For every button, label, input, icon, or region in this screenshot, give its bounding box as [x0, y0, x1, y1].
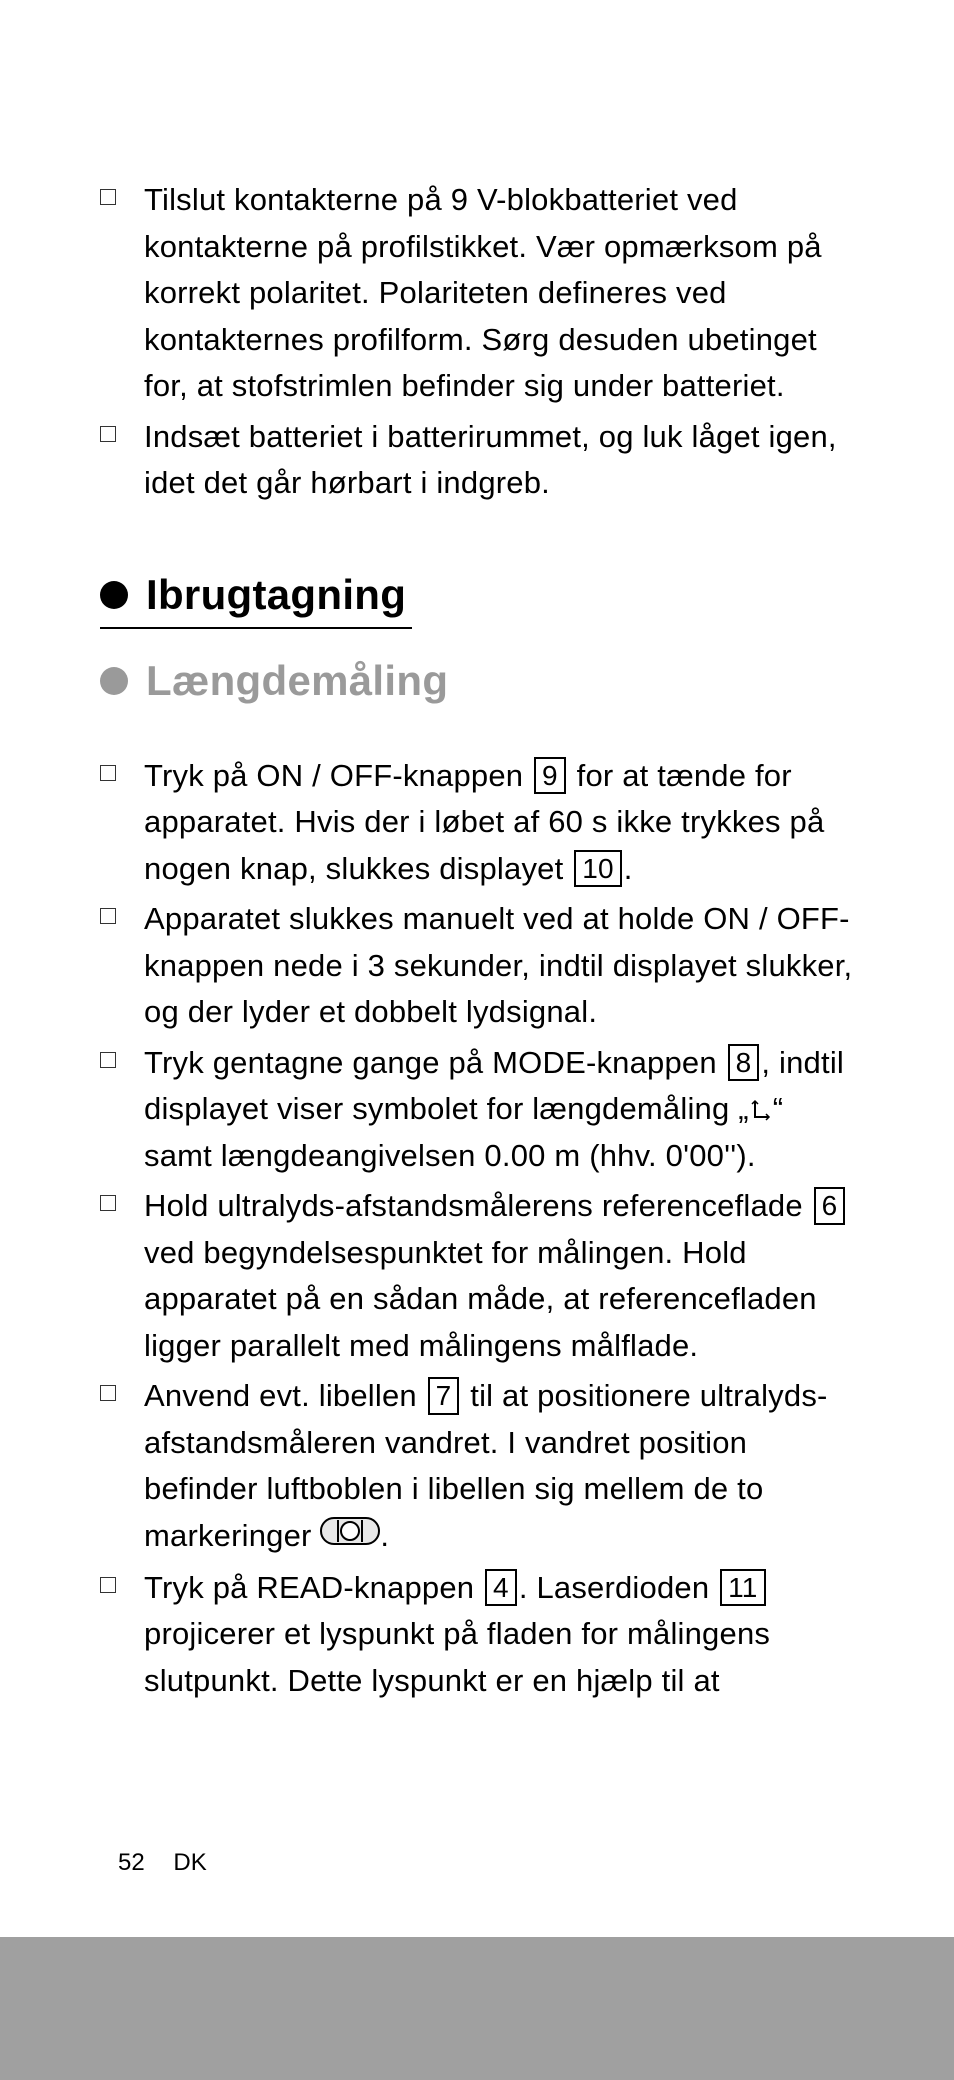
top-margin	[0, 0, 954, 157]
heading-row: Ibrugtagning	[100, 571, 854, 629]
reference-number: 9	[534, 757, 566, 795]
page-number: 52	[118, 1849, 145, 1876]
bullet-dot-icon	[100, 581, 128, 609]
list-item: Tryk på READ-knappen 4. Laserdioden 11 p…	[100, 1565, 854, 1705]
paragraph: Indsæt batteriet i batterirummet, og luk…	[144, 414, 854, 507]
text: Tryk på READ-knappen	[144, 1570, 483, 1605]
checkbox-bullet-icon	[100, 189, 116, 205]
list-item: Indsæt batteriet i batterirummet, og luk…	[100, 414, 854, 507]
content-area: Tilslut kontakterne på 9 V-blokbatteriet…	[0, 157, 954, 1937]
text: Hold ultralyds-afstandsmålerens referenc…	[144, 1188, 812, 1223]
document-page: Tilslut kontakterne på 9 V-blokbatteriet…	[0, 0, 954, 1937]
checkbox-bullet-icon	[100, 1577, 116, 1593]
list-item: Tilslut kontakterne på 9 V-blokbatteriet…	[100, 177, 854, 410]
paragraph: Apparatet slukkes manuelt ved at holde O…	[144, 896, 854, 1036]
reference-number: 6	[814, 1187, 846, 1225]
bubble-level-icon	[320, 1512, 380, 1559]
paragraph: Hold ultralyds-afstandsmålerens referenc…	[144, 1183, 854, 1369]
checkbox-bullet-icon	[100, 426, 116, 442]
reference-number: 7	[428, 1377, 460, 1415]
bullet-dot-icon	[100, 667, 128, 695]
list-item: Apparatet slukkes manuelt ved at holde O…	[100, 896, 854, 1036]
checkbox-bullet-icon	[100, 1385, 116, 1401]
paragraph: Anvend evt. libellen 7 til at positioner…	[144, 1373, 854, 1561]
reference-number: 8	[728, 1044, 760, 1082]
text: . Laserdioden	[519, 1570, 718, 1605]
paragraph: Tryk på ON / OFF-knappen 9 for at tænde …	[144, 753, 854, 893]
subsection-heading: Længdemåling	[146, 657, 448, 705]
reference-number: 4	[485, 1569, 517, 1607]
text: Anvend evt. libellen	[144, 1378, 426, 1413]
checkbox-bullet-icon	[100, 1195, 116, 1211]
checkbox-bullet-icon	[100, 908, 116, 924]
subheading-row: Længdemåling	[100, 657, 854, 705]
length-measure-icon	[749, 1088, 773, 1135]
paragraph: Tryk gentagne gange på MODE-knappen 8, i…	[144, 1040, 854, 1180]
text: .	[380, 1518, 389, 1553]
list-item: Anvend evt. libellen 7 til at positioner…	[100, 1373, 854, 1561]
language-code: DK	[173, 1849, 206, 1876]
paragraph: Tryk på READ-knappen 4. Laserdioden 11 p…	[144, 1565, 854, 1705]
reference-number: 10	[574, 850, 622, 888]
text: ved begyndelsespunktet for målingen. Hol…	[144, 1235, 817, 1363]
text: Tryk på ON / OFF-knappen	[144, 758, 532, 793]
checkbox-bullet-icon	[100, 1052, 116, 1068]
list-item: Tryk gentagne gange på MODE-knappen 8, i…	[100, 1040, 854, 1180]
section-heading: Ibrugtagning	[146, 571, 406, 619]
list-item: Hold ultralyds-afstandsmålerens referenc…	[100, 1183, 854, 1369]
paragraph: Tilslut kontakterne på 9 V-blokbatteriet…	[144, 177, 854, 410]
text: .	[624, 851, 633, 886]
checkbox-bullet-icon	[100, 765, 116, 781]
list-item: Tryk på ON / OFF-knappen 9 for at tænde …	[100, 753, 854, 893]
reference-number: 11	[720, 1569, 765, 1607]
text: projicerer et lyspunkt på fladen for mål…	[144, 1616, 770, 1698]
page-footer: 52 DK	[0, 1794, 954, 1937]
text: Tryk gentagne gange på MODE-knappen	[144, 1045, 726, 1080]
